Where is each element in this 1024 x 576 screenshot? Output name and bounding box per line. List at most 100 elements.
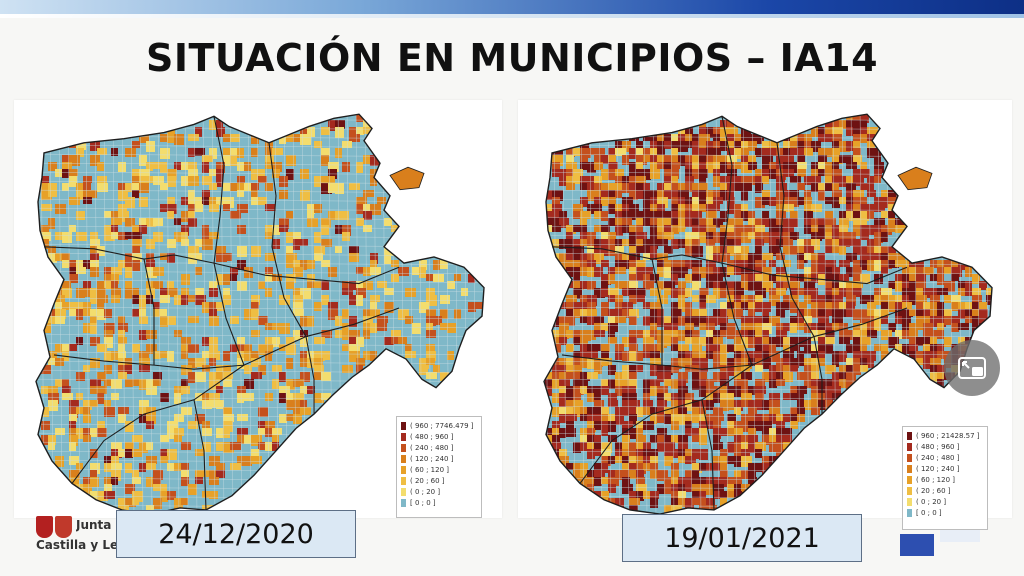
municipality-cell — [776, 365, 783, 372]
municipality-cell — [881, 225, 892, 235]
municipality-cell — [258, 442, 266, 450]
municipality-cell — [790, 414, 798, 424]
municipality-cell — [664, 407, 672, 414]
municipality-cell — [580, 155, 588, 162]
municipality-cell — [930, 365, 941, 376]
municipality-cell — [881, 267, 888, 274]
municipality-cell — [174, 386, 183, 395]
municipality-cell — [62, 379, 69, 386]
municipality-cell — [762, 358, 771, 369]
municipality-cell — [699, 155, 710, 165]
municipality-cell — [566, 463, 573, 470]
municipality-cell — [566, 225, 576, 234]
municipality-cell — [734, 148, 741, 159]
municipality-cell — [706, 330, 714, 339]
municipality-cell — [706, 463, 716, 471]
municipality-cell — [48, 442, 55, 450]
municipality-cell — [692, 344, 702, 353]
municipality-cell — [853, 239, 861, 246]
municipality-cell — [671, 323, 678, 331]
picture-in-picture-button[interactable] — [944, 340, 1000, 396]
municipality-cell — [699, 148, 710, 159]
municipality-cell — [244, 379, 254, 389]
municipality-cell — [62, 253, 70, 264]
municipality-cell — [601, 232, 610, 242]
municipality-cell — [83, 484, 92, 494]
municipality-cell — [629, 309, 639, 318]
municipality-cell — [223, 421, 233, 432]
municipality-cell — [643, 190, 652, 198]
municipality-cell — [237, 435, 247, 444]
legend-label: [ 0 ; 0 ] — [916, 508, 942, 517]
municipality-cell — [783, 148, 790, 158]
municipality-cell — [314, 232, 321, 243]
municipality-cell — [881, 302, 890, 312]
municipality-cell — [881, 232, 888, 242]
municipality-cell — [825, 239, 836, 248]
municipality-cell — [650, 498, 658, 508]
municipality-cell — [622, 176, 630, 186]
municipality-cell — [895, 274, 904, 283]
municipality-cell — [62, 386, 71, 394]
municipality-cell — [475, 302, 484, 309]
municipality-cell — [727, 309, 736, 319]
municipality-cell — [769, 442, 779, 452]
municipality-cell — [699, 400, 708, 408]
legend-swatch — [401, 476, 406, 485]
municipality-cell — [139, 400, 149, 410]
municipality-cell — [853, 148, 861, 157]
municipality-cell — [811, 225, 820, 233]
municipality-cell — [230, 148, 241, 157]
municipality-cell — [685, 449, 694, 460]
municipality-cell — [790, 190, 799, 198]
municipality-cell — [622, 197, 633, 208]
municipality-cell — [755, 288, 766, 298]
municipality-cell — [286, 393, 297, 402]
municipality-cell — [594, 225, 603, 232]
municipality-cell — [846, 281, 857, 289]
municipality-cell — [825, 176, 833, 187]
municipality-cell — [720, 246, 731, 253]
municipality-cell — [671, 288, 679, 298]
municipality-cell — [580, 183, 588, 190]
municipality-cell — [811, 365, 819, 373]
municipality-cell — [615, 351, 625, 360]
municipality-cell — [237, 176, 245, 186]
province-boundary — [701, 399, 715, 510]
municipality-cell — [174, 162, 184, 170]
municipality-cell — [846, 372, 856, 383]
municipality-cell — [874, 176, 881, 183]
municipality-cell — [748, 323, 756, 331]
municipality-cell — [286, 274, 296, 283]
municipality-cell — [867, 351, 876, 361]
municipality-cell — [664, 281, 675, 289]
legend-label: ( 120 ; 240 ] — [916, 464, 960, 473]
municipality-cell — [706, 211, 717, 219]
municipality-cell — [748, 225, 757, 232]
municipality-cell — [615, 253, 626, 264]
municipality-cell — [657, 260, 668, 270]
municipality-cell — [412, 323, 421, 334]
municipality-cell — [188, 197, 198, 208]
municipality-cell — [552, 211, 561, 218]
municipality-cell — [797, 323, 806, 330]
municipality-cell — [727, 442, 736, 453]
municipality-cell — [153, 232, 163, 242]
municipality-cell — [741, 246, 749, 255]
municipality-cell — [195, 477, 203, 484]
municipality-cell — [825, 309, 834, 316]
municipality-cell — [727, 456, 736, 464]
municipality-cell — [146, 330, 157, 339]
municipality-cell — [846, 253, 857, 262]
municipality-cell — [860, 323, 869, 330]
municipality-cell — [685, 337, 694, 344]
municipality-cell — [636, 148, 647, 157]
municipality-cell — [90, 400, 98, 407]
municipality-cell — [727, 393, 734, 402]
municipality-cell — [797, 246, 804, 257]
municipality-cell — [692, 274, 701, 281]
municipality-cell — [251, 449, 259, 457]
municipality-cell — [720, 393, 730, 400]
municipality-cell — [132, 239, 142, 247]
municipality-cell — [671, 134, 681, 144]
